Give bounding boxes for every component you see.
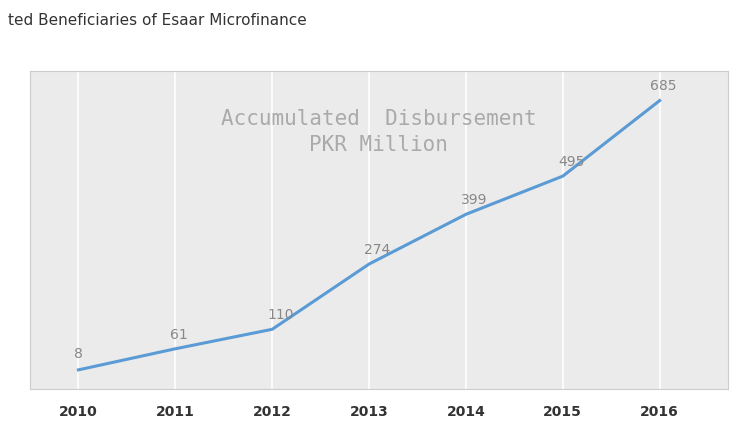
- Text: 399: 399: [461, 193, 488, 207]
- Text: ted Beneficiaries of Esaar Microfinance: ted Beneficiaries of Esaar Microfinance: [8, 13, 306, 28]
- Text: 8: 8: [74, 347, 82, 361]
- Text: 274: 274: [364, 243, 391, 257]
- Text: 110: 110: [267, 308, 294, 322]
- Text: 495: 495: [558, 155, 584, 169]
- Text: 685: 685: [650, 80, 676, 93]
- Text: Accumulated  Disbursement
PKR Million: Accumulated Disbursement PKR Million: [221, 109, 536, 155]
- Text: 61: 61: [170, 328, 188, 342]
